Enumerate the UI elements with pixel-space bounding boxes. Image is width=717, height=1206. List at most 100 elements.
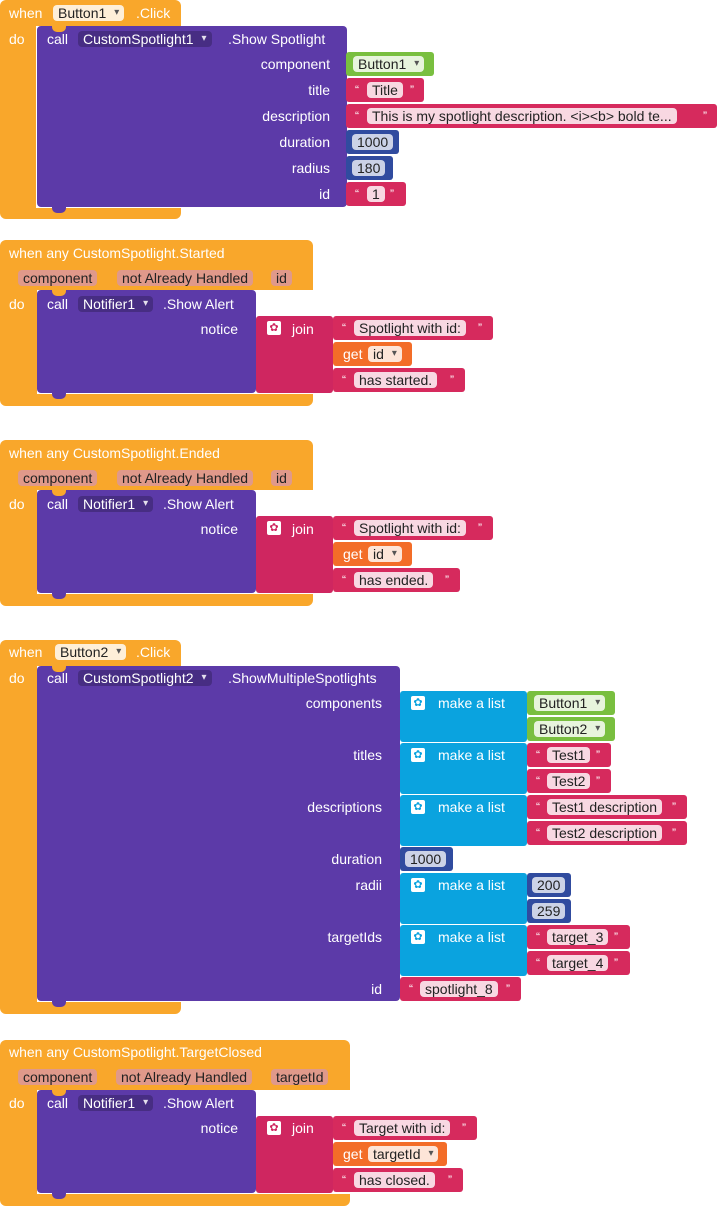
join-label: join bbox=[292, 521, 314, 537]
param-component[interactable]: component bbox=[18, 1069, 98, 1085]
quote-icon: ” bbox=[596, 774, 600, 788]
text-value-title[interactable]: Title bbox=[367, 82, 403, 98]
arg-label-radius: radius bbox=[291, 160, 330, 176]
param-component[interactable]: component bbox=[18, 270, 98, 286]
event-header: when any CustomSpotlight.Ended bbox=[9, 445, 220, 461]
gear-icon[interactable]: ✿ bbox=[267, 521, 281, 535]
arg-label-component: component bbox=[260, 56, 330, 72]
number-value-duration[interactable]: 1000 bbox=[352, 134, 394, 150]
gear-icon[interactable]: ✿ bbox=[411, 878, 425, 892]
text-value[interactable]: has ended. bbox=[354, 572, 434, 588]
quote-icon: ” bbox=[462, 1121, 466, 1135]
arg-label-components: components bbox=[305, 695, 382, 711]
do-label: do bbox=[9, 670, 25, 686]
param-id[interactable]: id bbox=[271, 270, 292, 286]
arg-label-id: id bbox=[319, 186, 330, 202]
text-value-id[interactable]: spotlight_8 bbox=[420, 981, 498, 997]
get-label: get bbox=[343, 1146, 363, 1162]
number-value-duration[interactable]: 1000 bbox=[405, 851, 447, 867]
number-value[interactable]: 200 bbox=[532, 877, 566, 893]
text-value[interactable]: Test1 bbox=[547, 747, 591, 763]
quote-icon: ” bbox=[448, 1173, 452, 1187]
target-selector[interactable]: Notifier1 bbox=[78, 1095, 154, 1111]
method-name: .Show Alert bbox=[163, 296, 234, 312]
arg-label-duration: duration bbox=[279, 134, 330, 150]
text-value-description[interactable]: This is my spotlight description. <i><b>… bbox=[367, 108, 677, 124]
number-value-radius[interactable]: 180 bbox=[352, 160, 386, 176]
call-label: call bbox=[47, 31, 69, 47]
target-selector[interactable]: CustomSpotlight1 bbox=[78, 31, 212, 47]
target-selector[interactable]: Notifier1 bbox=[78, 296, 154, 312]
arg-label-descriptions: descriptions bbox=[307, 799, 382, 815]
param-not-already-handled[interactable]: not Already Handled bbox=[116, 1069, 253, 1085]
arg-label-notice: notice bbox=[200, 521, 238, 537]
get-label: get bbox=[343, 346, 363, 362]
notch-bottom bbox=[52, 1001, 66, 1007]
param-not-already-handled[interactable]: not Already Handled bbox=[117, 270, 254, 286]
call-label: call bbox=[47, 496, 69, 512]
text-value[interactable]: Test2 bbox=[547, 773, 591, 789]
call-block[interactable] bbox=[37, 26, 347, 207]
quote-icon: “ bbox=[342, 373, 346, 387]
notch bbox=[52, 666, 66, 672]
get-variable[interactable]: id bbox=[368, 546, 402, 562]
arg-label-notice: notice bbox=[200, 321, 238, 337]
text-value[interactable]: Spotlight with id: bbox=[354, 520, 466, 536]
get-variable[interactable]: id bbox=[368, 346, 402, 362]
call-block[interactable] bbox=[37, 666, 400, 1001]
method-name: .Show Alert bbox=[163, 496, 234, 512]
text-value[interactable]: target_3 bbox=[547, 929, 609, 945]
text-value[interactable]: has started. bbox=[354, 372, 438, 388]
component-selector[interactable]: Button2 bbox=[55, 644, 127, 660]
make-list-label: make a list bbox=[438, 747, 505, 763]
quote-icon: “ bbox=[342, 573, 346, 587]
notch bbox=[52, 490, 66, 496]
quote-icon: ” bbox=[672, 826, 676, 840]
event-name: .Click bbox=[136, 5, 171, 21]
text-value[interactable]: has closed. bbox=[354, 1172, 435, 1188]
component-value[interactable]: Button2 bbox=[534, 721, 606, 737]
method-name: .Show Spotlight bbox=[228, 31, 326, 47]
gear-icon[interactable]: ✿ bbox=[411, 748, 425, 762]
quote-icon: ” bbox=[596, 748, 600, 762]
call-label: call bbox=[47, 670, 69, 686]
make-list-label: make a list bbox=[438, 929, 505, 945]
text-value[interactable]: Test1 description bbox=[547, 799, 663, 815]
quote-icon: “ bbox=[342, 521, 346, 535]
param-id[interactable]: id bbox=[271, 470, 292, 486]
gear-icon[interactable]: ✿ bbox=[411, 930, 425, 944]
quote-icon: “ bbox=[536, 930, 540, 944]
quote-icon: “ bbox=[536, 774, 540, 788]
when-label: when bbox=[9, 644, 43, 660]
component-value[interactable]: Button1 bbox=[353, 56, 425, 72]
arg-label-titles: titles bbox=[353, 747, 382, 763]
param-targetid[interactable]: targetId bbox=[271, 1069, 329, 1085]
gear-icon[interactable]: ✿ bbox=[411, 696, 425, 710]
number-value[interactable]: 259 bbox=[532, 903, 566, 919]
gear-icon[interactable]: ✿ bbox=[267, 321, 281, 335]
method-name: .Show Alert bbox=[163, 1095, 234, 1111]
text-value[interactable]: Target with id: bbox=[354, 1120, 451, 1136]
gear-icon[interactable]: ✿ bbox=[267, 1121, 281, 1135]
do-label: do bbox=[9, 1095, 25, 1111]
event-header: when any CustomSpotlight.TargetClosed bbox=[9, 1044, 262, 1060]
text-value-id[interactable]: 1 bbox=[367, 186, 385, 202]
text-value[interactable]: Spotlight with id: bbox=[354, 320, 466, 336]
param-component[interactable]: component bbox=[18, 470, 98, 486]
target-selector[interactable]: CustomSpotlight2 bbox=[78, 670, 212, 686]
text-value[interactable]: Test2 description bbox=[547, 825, 663, 841]
quote-icon: “ bbox=[536, 748, 540, 762]
target-selector[interactable]: Notifier1 bbox=[78, 496, 154, 512]
gear-icon[interactable]: ✿ bbox=[411, 800, 425, 814]
notch bbox=[52, 290, 66, 296]
component-value[interactable]: Button1 bbox=[534, 695, 606, 711]
notch-bottom bbox=[52, 207, 66, 213]
component-selector[interactable]: Button1 bbox=[53, 5, 125, 21]
quote-icon: “ bbox=[342, 1173, 346, 1187]
get-variable[interactable]: targetId bbox=[368, 1146, 439, 1162]
join-label: join bbox=[292, 321, 314, 337]
param-not-already-handled[interactable]: not Already Handled bbox=[117, 470, 254, 486]
quote-icon: ” bbox=[506, 982, 510, 996]
quote-icon: ” bbox=[390, 187, 394, 201]
text-value[interactable]: target_4 bbox=[547, 955, 609, 971]
